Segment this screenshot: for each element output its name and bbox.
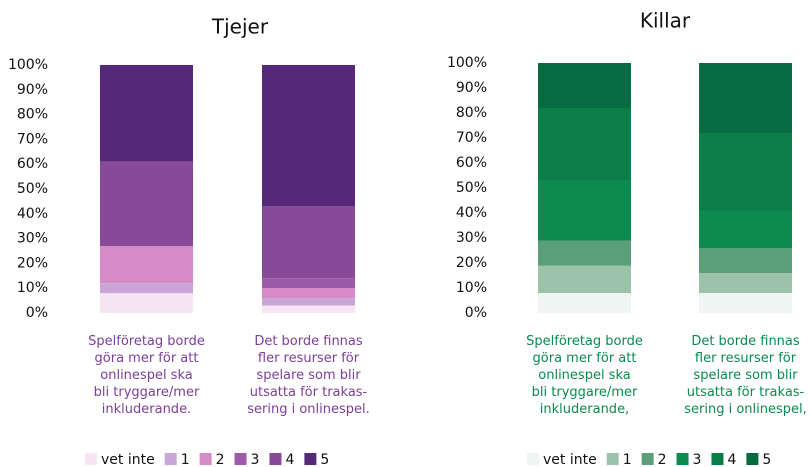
bar-segment (699, 210, 792, 248)
legend-label: 5 (320, 452, 329, 467)
legend-label: 3 (693, 452, 702, 467)
legend-label: 5 (762, 452, 771, 467)
legend-label: 4 (285, 452, 294, 467)
legend-swatch (269, 453, 282, 465)
y-tick-label: 70% (456, 130, 487, 146)
y-tick-label: 30% (456, 230, 487, 246)
y-tick-label: 50% (17, 181, 48, 197)
y-tick-label: 80% (456, 105, 487, 121)
legend-swatch (641, 453, 654, 465)
bar-segment (262, 278, 355, 289)
category-label: Det borde finnas fler resurser för spela… (684, 334, 807, 417)
y-tick-label: 90% (456, 80, 487, 96)
legend-label: 4 (727, 452, 736, 467)
y-tick-label: 20% (17, 255, 48, 271)
y-tick-label: 30% (17, 231, 48, 247)
legend-label: 2 (216, 452, 225, 467)
y-tick-label: 40% (17, 206, 48, 222)
legend-swatch (234, 453, 247, 465)
bar-segment (262, 65, 355, 207)
y-tick-label: 70% (17, 131, 48, 147)
legend-swatch (85, 453, 97, 465)
bar-segment (262, 206, 355, 279)
bar-segment (100, 283, 193, 294)
legend-swatch (746, 453, 759, 465)
bar-segment (100, 65, 193, 162)
legend-label: 1 (623, 452, 632, 467)
y-tick-label: 100% (447, 55, 487, 71)
legend-label: 3 (251, 452, 260, 467)
chart-title: Killar (640, 9, 691, 33)
legend-swatch (304, 453, 317, 465)
legend-swatch (676, 453, 689, 465)
bar-segment (699, 293, 792, 313)
y-tick-label: 60% (456, 155, 487, 171)
legend-swatch (711, 453, 724, 465)
bar-segment (538, 108, 631, 181)
y-tick-label: 100% (8, 57, 48, 73)
legend-label: vet inte (543, 452, 597, 467)
bar-segment (699, 133, 792, 211)
y-tick-label: 0% (465, 305, 487, 321)
category-label: Spelföretag borde göra mer för att onlin… (88, 334, 205, 417)
bar-segment (538, 240, 631, 266)
y-tick-label: 0% (26, 305, 48, 321)
legend-swatch (527, 453, 539, 465)
y-tick-label: 20% (456, 255, 487, 271)
legend-swatch (199, 453, 212, 465)
bar-segment (538, 180, 631, 241)
y-tick-label: 40% (456, 205, 487, 221)
bar-segment (262, 298, 355, 306)
bar-segment (538, 265, 631, 293)
bar-segment (100, 161, 193, 247)
y-tick-label: 60% (17, 156, 48, 172)
bar-segment (538, 63, 631, 108)
y-tick-label: 10% (456, 280, 487, 296)
category-label: Spelföretag borde göra mer för att onlin… (526, 334, 643, 417)
legend-swatch (606, 453, 619, 465)
y-tick-label: 10% (17, 280, 48, 296)
category-label: Det borde finnas fler resurser för spela… (247, 334, 370, 417)
y-tick-label: 90% (17, 82, 48, 98)
legend-label: vet inte (101, 452, 155, 467)
y-tick-label: 50% (456, 180, 487, 196)
y-tick-label: 80% (17, 107, 48, 123)
bar-segment (262, 288, 355, 299)
bar-segment (538, 293, 631, 313)
bar-segment (699, 63, 792, 133)
bar-segment (699, 273, 792, 293)
legend-swatch (164, 453, 177, 465)
bar-segment (262, 305, 355, 313)
chart-title: Tjejer (211, 15, 269, 39)
bar-segment (699, 248, 792, 273)
bar-segment (100, 246, 193, 284)
legend-label: 1 (181, 452, 190, 467)
bar-segment (100, 293, 193, 313)
legend-label: 2 (658, 452, 667, 467)
